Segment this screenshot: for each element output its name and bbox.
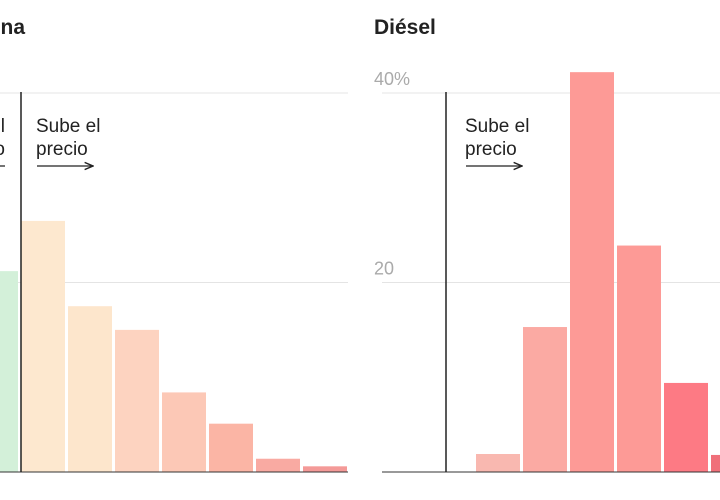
bar bbox=[21, 220, 65, 472]
annotation: precio bbox=[36, 139, 88, 160]
chart-title: Diésel bbox=[374, 16, 436, 39]
bar bbox=[115, 329, 159, 472]
bar bbox=[476, 453, 520, 472]
annotation: Baja el bbox=[0, 116, 5, 137]
bar bbox=[303, 466, 347, 472]
bar bbox=[523, 327, 567, 472]
y-tick-label: 20 bbox=[374, 259, 394, 279]
bar bbox=[0, 271, 18, 472]
chart-title: Gasolina bbox=[0, 16, 25, 39]
bar bbox=[209, 423, 253, 472]
bar bbox=[68, 306, 112, 472]
bar bbox=[570, 72, 614, 472]
annotation: precio bbox=[465, 139, 517, 160]
annotation: Sube el bbox=[36, 116, 100, 137]
y-tick-label: 40% bbox=[374, 69, 410, 89]
bar bbox=[617, 245, 661, 472]
bar bbox=[711, 454, 720, 472]
bar bbox=[162, 392, 206, 472]
annotation: Sube el bbox=[465, 116, 529, 137]
bar bbox=[256, 458, 300, 472]
annotation: precio bbox=[0, 139, 5, 160]
bar bbox=[664, 382, 708, 472]
